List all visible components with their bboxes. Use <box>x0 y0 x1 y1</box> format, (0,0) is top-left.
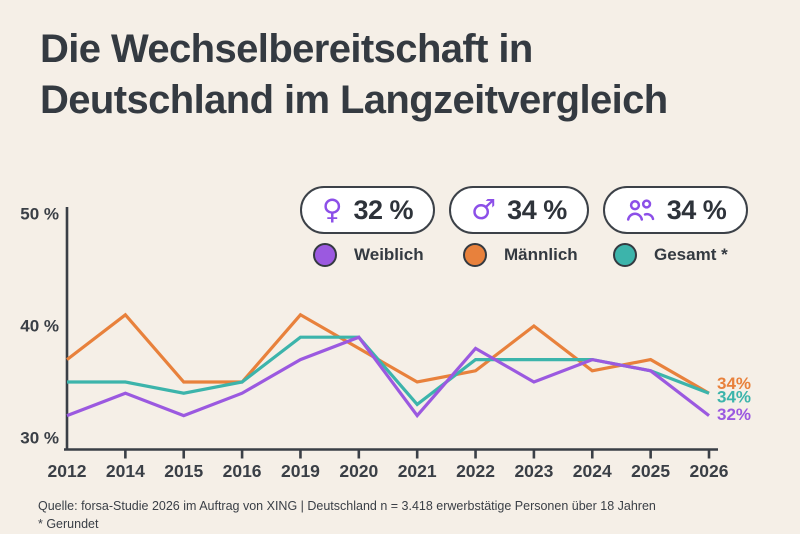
y-tick-label: 50 % <box>20 205 59 224</box>
end-label-weiblich: 32% <box>717 405 751 424</box>
x-tick-label: 2021 <box>398 461 437 481</box>
x-tick-label: 2022 <box>456 461 495 481</box>
female-icon: ♀ <box>322 193 343 226</box>
x-tick-label: 2016 <box>223 461 262 481</box>
x-tick-label: 2015 <box>164 461 203 481</box>
page-title-line2: Deutschland im Langzeitvergleich <box>40 78 668 122</box>
pill-weiblich: ♀ 32 % <box>300 186 436 234</box>
gesamt-color-dot <box>613 243 637 267</box>
pill-weiblich-value: 32 % <box>353 194 414 225</box>
x-tick-label: 2014 <box>106 461 145 481</box>
line-maennlich <box>66 312 710 395</box>
legend-keys: Weiblich Männlich Gesamt * <box>300 243 728 267</box>
pill-maennlich: ♂ 34 % <box>449 186 589 234</box>
y-tick-label: 40 % <box>20 317 59 336</box>
legend-item-weiblich: Weiblich <box>300 243 450 267</box>
x-tick-label: 2023 <box>514 461 553 481</box>
maennlich-color-dot <box>463 243 487 267</box>
legend-pills: ♀ 32 % ♂ 34 % 34 % <box>300 186 749 234</box>
end-label-gesamt: 34% <box>717 388 751 407</box>
pill-gesamt-value: 34 % <box>666 194 727 225</box>
line-weiblich <box>66 335 710 419</box>
group-icon <box>625 198 656 223</box>
maennlich-label: Männlich <box>504 245 578 264</box>
x-tick-label: 2019 <box>281 461 320 481</box>
x-tick-label: 2026 <box>690 461 729 481</box>
pill-gesamt: 34 % <box>602 186 749 234</box>
weiblich-color-dot <box>313 243 337 267</box>
male-icon: ♂ <box>471 193 497 226</box>
x-tick-label: 2012 <box>48 461 87 481</box>
legend-item-maennlich: Männlich <box>450 243 600 267</box>
weiblich-label: Weiblich <box>354 245 424 264</box>
source-text: Quelle: forsa-Studie 2026 im Auftrag von… <box>38 499 656 513</box>
x-tick-label: 2024 <box>573 461 612 481</box>
y-tick-label: 30 % <box>20 429 59 448</box>
page-title: Die Wechselbereitschaft in Deutschland i… <box>40 24 780 126</box>
legend-item-gesamt: Gesamt * <box>600 243 728 267</box>
footnote-text: * Gerundet <box>38 517 99 531</box>
footer: Quelle: forsa-Studie 2026 im Auftrag von… <box>38 497 656 533</box>
page-title-line1: Die Wechselbereitschaft in <box>40 27 533 71</box>
end-label-maennlich: 34% <box>717 374 751 393</box>
line-gesamt <box>67 335 710 407</box>
x-tick-label: 2020 <box>339 461 378 481</box>
x-tick-label: 2025 <box>631 461 670 481</box>
pill-maennlich-value: 34 % <box>507 194 567 225</box>
gesamt-label: Gesamt * <box>654 245 728 264</box>
